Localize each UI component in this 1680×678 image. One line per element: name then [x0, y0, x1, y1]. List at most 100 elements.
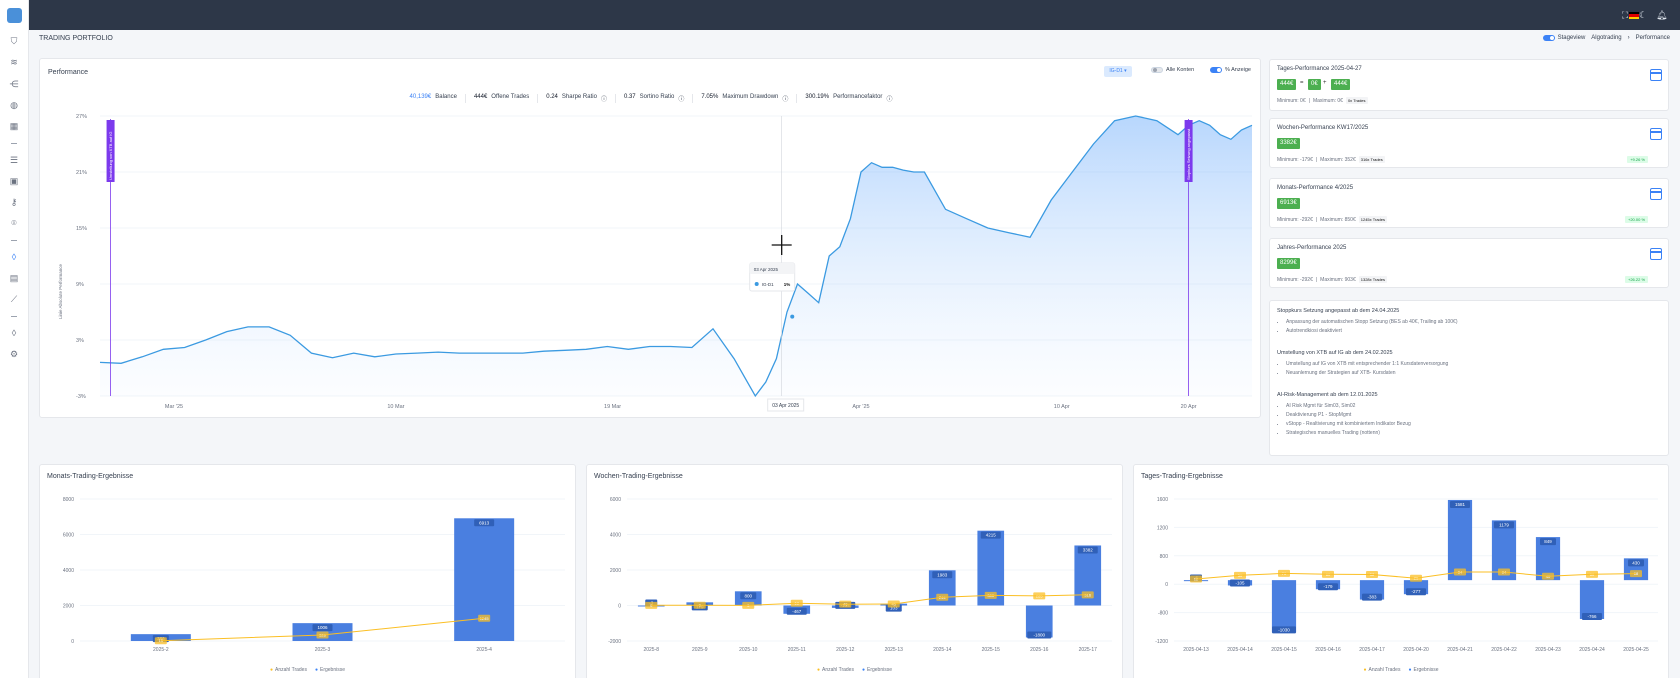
x-tick-label: 2025-04-22: [1491, 647, 1517, 653]
sidebar-sliders-icon[interactable]: ☰: [9, 154, 19, 165]
sidebar-document-icon[interactable]: ▤: [9, 272, 19, 283]
performance-line: [99, 115, 1253, 398]
bar-value-label: 800: [744, 593, 752, 598]
fullscreen-icon[interactable]: ⛶: [1621, 10, 1629, 20]
sidebar-divider: [11, 143, 17, 144]
annotation-label-bg: [1184, 120, 1193, 182]
trades-chip: 316x Trades: [1358, 156, 1385, 163]
day-chart-legend: Anzahl TradesErgebnisse: [1134, 667, 1668, 673]
trade-count-label: 68: [1634, 571, 1639, 576]
percent-label: % Anzeige: [1225, 67, 1251, 73]
note-item: vStopp - Realtivierung mit kombiniertem …: [1286, 420, 1411, 429]
sidebar-key-icon[interactable]: ⚷: [10, 196, 18, 207]
note-list: AI Risk Mgmt für Sim03, Sim02Deaktivieru…: [1286, 402, 1411, 438]
y-tick-label: 0: [618, 604, 621, 610]
max-value: Maximum: 903€: [1320, 276, 1356, 283]
y-tick-label: 27%: [76, 114, 87, 120]
month-chart[interactable]: 80006000400020000386152025-210063282025-…: [40, 465, 577, 678]
stat-performance-factor: 300.19% Performancefaktor ⓘ: [805, 94, 893, 103]
summary-title: Wochen-Performance KW17/2025: [1277, 125, 1369, 131]
stageview-label: Stageview: [1557, 35, 1586, 41]
sidebar-gear-icon[interactable]: ⚙: [9, 348, 19, 359]
calendar-icon[interactable]: [1650, 188, 1662, 200]
trades-line: [1195, 571, 1637, 580]
bell-icon[interactable]: 🔔︎: [1656, 10, 1668, 20]
sidebar: ⛉ ≋ ⋲ ◍ ▦ ☰ ▣ ⚷ ⌾ ◊ ▤ ⟋ ◊ ⚙: [0, 0, 29, 678]
calendar-icon[interactable]: [1650, 128, 1662, 140]
calendar-icon[interactable]: [1650, 69, 1662, 81]
bar-value-label-bg: [1540, 538, 1556, 546]
week-chart-title: Wochen-Trading-Ergebnisse: [594, 473, 683, 480]
y-tick-label: 0: [1165, 582, 1168, 588]
y-tick-label: 2000: [63, 604, 74, 610]
x-tick-label: 2025-04-15: [1271, 647, 1297, 653]
info-icon: ⓘ: [600, 97, 607, 103]
bar-value-label-bg: [1494, 521, 1514, 529]
sidebar-shield-icon[interactable]: ⛉: [10, 35, 18, 46]
sidebar-image-icon[interactable]: ▣: [9, 175, 19, 186]
y-tick-label: 4000: [63, 568, 74, 574]
logo-icon[interactable]: [7, 8, 22, 23]
min-max-row: Minimum: -179€ | Maximum: 352€ 316x Trades: [1277, 156, 1385, 163]
annotation-label-bg: [106, 120, 115, 182]
day-chart[interactable]: 160012008000-800-1200-6122025-04-13-1055…: [1134, 465, 1670, 678]
y-tick-label: 2000: [610, 568, 621, 574]
summary-title: Tages-Performance 2025-04-27: [1277, 66, 1362, 72]
x-tick-label: 2025-04-13: [1183, 647, 1209, 653]
x-tick-label: 2025-13: [885, 647, 904, 653]
operator-sign: =: [1300, 80, 1304, 86]
performance-summary-card: Tages-Performance 2025-04-27 444€ = 0€ +444€…: [1269, 59, 1669, 111]
info-icon: ⓘ: [886, 97, 893, 103]
sidebar-share-icon[interactable]: ⋲: [9, 78, 19, 89]
bar-value-label: 4215: [986, 533, 997, 538]
notes-card: Stoppkurs Setzung angepasst ab dem 24.04…: [1269, 300, 1669, 456]
sidebar-building-icon[interactable]: ▦: [9, 120, 19, 131]
week-chart[interactable]: 6000400020000-2000-352025-817992025-9800…: [587, 465, 1124, 678]
tooltip-value: 1%: [784, 282, 791, 287]
x-tick-label: 10 Apr: [1054, 404, 1070, 410]
y-tick-label: 1600: [1157, 497, 1168, 503]
y-tick-label: 21%: [76, 170, 87, 176]
moon-icon[interactable]: ☾: [1638, 10, 1648, 20]
all-accounts-toggle[interactable]: [1151, 67, 1163, 73]
bar: [1447, 499, 1473, 581]
trade-count-label: 1245: [480, 616, 490, 621]
value-badge: 444€: [1277, 79, 1297, 90]
x-tick-label: 20 Apr: [1181, 404, 1197, 410]
sidebar-location-icon[interactable]: ⌾: [11, 217, 17, 228]
x-tick-label: 2025-04-24: [1579, 647, 1605, 653]
x-tick-label: 2025-10: [739, 647, 758, 653]
sidebar-drop-icon[interactable]: ◊: [11, 251, 17, 262]
percent-toggle[interactable]: [1210, 67, 1222, 73]
value-badge: 3382€: [1277, 138, 1300, 149]
trade-count-label-bg: [645, 601, 658, 609]
flag-de-icon[interactable]: [1629, 12, 1639, 19]
sidebar-globe-icon[interactable]: ◍: [10, 99, 18, 110]
max-value: Maximum: 850€: [1320, 216, 1356, 223]
performance-title: Performance: [48, 69, 89, 76]
performance-chart[interactable]: 27% 21% 15% 9% 3% -3% Linie Absolute Performan…: [40, 59, 1262, 419]
min-value: Minimum: 0€: [1277, 97, 1306, 104]
note-item: Anpassung der automatischen Stopp Setzun…: [1286, 318, 1458, 327]
sidebar-chart-icon[interactable]: ⟋: [10, 293, 18, 304]
x-tick-label: 2025-9: [692, 647, 708, 653]
stageview-toggle[interactable]: [1542, 35, 1555, 41]
x-tick-label: Mar '25: [165, 404, 183, 410]
bar-value-label-bg: [1450, 500, 1470, 508]
trades-chip: 0x Trades: [1345, 97, 1368, 104]
month-chart-card: Monats-Trading-Ergebnisse 8000 6000 4000 20…: [39, 464, 576, 678]
annotation-label: Umstellung von XTB auf IG: [108, 132, 113, 180]
y-tick-label: 9%: [76, 282, 84, 288]
x-tick-label: 2025-2: [153, 647, 169, 653]
x-tick-label: 2025-04-14: [1227, 647, 1253, 653]
x-tick-label: 2025-16: [1030, 647, 1049, 653]
bar-value-label: 103: [890, 606, 898, 611]
sidebar-drop-icon[interactable]: ◊: [11, 327, 17, 338]
bar-value-label: -467: [792, 609, 802, 614]
calendar-icon[interactable]: [1650, 248, 1662, 260]
breadcrumb-bar: TRADING PORTFOLIO Stageview Algotrading …: [29, 30, 1680, 48]
sidebar-layers-icon[interactable]: ≋: [10, 56, 18, 67]
breadcrumb-item-algotrading[interactable]: Algotrading: [1591, 35, 1622, 41]
bar: [1271, 580, 1297, 633]
account-select[interactable]: IG-D1 ▾: [1104, 66, 1132, 77]
